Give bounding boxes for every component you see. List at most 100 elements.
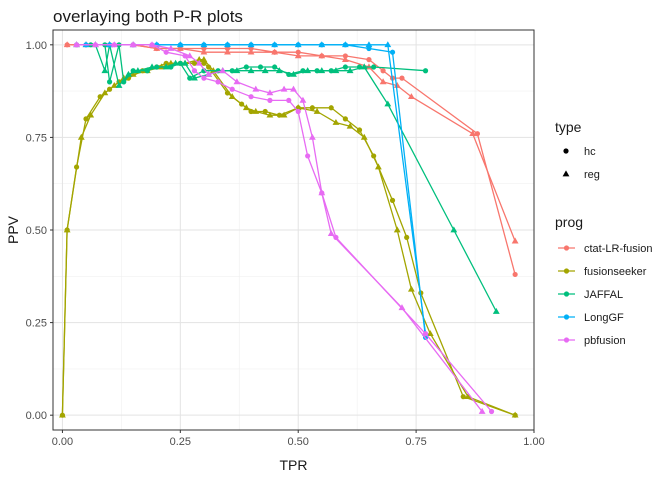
data-point-longgf-hc [389, 49, 396, 55]
y-tick-label: 1.00 [26, 40, 47, 52]
y-tick-label: 0.25 [26, 318, 47, 330]
data-point-ctat-lr-fusion-hc [399, 75, 405, 81]
data-point-pbfusion-hc [305, 153, 311, 159]
data-point-jaffal-reg [162, 63, 170, 70]
data-point-fusionseeker-hc [309, 105, 315, 111]
data-point-pbfusion-reg [195, 59, 203, 66]
legend-label-jaffal: JAFFAL [584, 289, 623, 301]
data-point-ctat-lr-fusion-hc [512, 271, 518, 278]
data-point-jaffal-reg [360, 63, 368, 70]
data-point-jaffal-hc [342, 64, 348, 70]
data-point-fusionseeker-reg [426, 330, 434, 337]
data-point-jaffal-reg [261, 67, 269, 74]
data-point-fusionseeker-reg [242, 104, 250, 111]
data-point-fusionseeker-reg [129, 70, 137, 77]
data-point-ctat-lr-fusion-reg [469, 130, 477, 137]
data-point-jaffal-reg [346, 67, 354, 74]
y-tick-label: 0.75 [26, 132, 47, 144]
data-point-longgf-hc [366, 45, 372, 52]
data-point-pbfusion-hc [201, 75, 207, 81]
data-point-longgf-reg [176, 41, 184, 48]
data-point-fusionseeker-reg [374, 163, 382, 170]
data-point-pbfusion-hc [229, 86, 235, 92]
data-point-ctat-lr-fusion-reg [247, 48, 255, 55]
y-axis-title: PPV [5, 215, 21, 244]
data-point-fusionseeker-reg [87, 111, 95, 118]
data-point-jaffal-hc [106, 79, 113, 85]
data-point-pbfusion-reg [129, 41, 137, 48]
data-point-jaffal-reg [275, 67, 283, 74]
data-point-ctat-lr-fusion-reg [393, 81, 401, 88]
data-point-pbfusion-reg [308, 133, 316, 140]
data-point-pbfusion-hc [488, 408, 495, 415]
legend-label-reg: reg [584, 169, 600, 181]
data-point-jaffal-reg [148, 63, 156, 70]
data-point-jaffal-reg [450, 226, 458, 233]
data-point-ctat-lr-fusion-reg [294, 52, 302, 59]
data-point-longgf-reg [341, 41, 349, 48]
data-point-ctat-lr-fusion-hc [201, 45, 207, 52]
data-point-pbfusion-hc [215, 79, 221, 85]
data-point-pbfusion-reg [92, 41, 99, 48]
data-point-pbfusion-reg [186, 52, 194, 59]
x-tick-label: 0.50 [288, 436, 309, 448]
data-point-jaffal-reg [191, 74, 198, 81]
data-point-fusionseeker-reg [393, 226, 401, 233]
data-point-jaffal-hc [422, 68, 429, 74]
x-tick-label: 0.75 [405, 436, 426, 448]
color-legend: prog ctat-LR-fusion fusionseeker JAFFAL Lon… [555, 214, 652, 347]
data-point-fusionseeker-reg [346, 122, 354, 129]
data-point-jaffal-reg [181, 59, 189, 66]
data-point-jaffal-reg [304, 67, 312, 74]
legend-dot-fusionseeker [563, 268, 570, 274]
data-point-ctat-lr-fusion-reg [200, 48, 208, 55]
data-point-fusionseeker-hc [460, 394, 466, 400]
data-point-fusionseeker-reg [464, 393, 472, 400]
legend-dot-jaffal [563, 291, 570, 297]
data-point-ctat-lr-fusion-reg [224, 48, 231, 55]
series-group [59, 41, 519, 418]
data-point-fusionseeker-reg [407, 285, 415, 292]
data-point-fusionseeker-reg [195, 56, 203, 62]
data-point-pbfusion-hc [248, 94, 254, 100]
x-tick-label: 1.00 [523, 436, 544, 448]
series-pbfusion-reg [73, 41, 486, 414]
data-point-fusionseeker-reg [110, 81, 118, 88]
data-point-pbfusion-reg [280, 85, 288, 92]
axes: 0.00 0.25 0.50 0.75 1.00 0.00 0.25 0.50 0.75 1.00 [26, 29, 545, 448]
data-point-pbfusion-hc [191, 68, 198, 74]
legend-label-hc: hc [584, 146, 596, 158]
shape-legend: type hc reg [555, 119, 600, 181]
data-point-fusionseeker-hc [83, 116, 89, 122]
data-point-pbfusion-reg [148, 41, 156, 48]
data-point-pbfusion-reg [318, 189, 326, 196]
data-point-fusionseeker-reg [266, 111, 274, 118]
data-point-ctat-lr-fusion-reg [318, 52, 326, 59]
data-point-pbfusion-reg [73, 41, 80, 48]
data-point-pbfusion-reg [252, 85, 260, 92]
data-point-fusionseeker-hc [191, 60, 198, 66]
data-point-jaffal-hc [257, 64, 264, 70]
legend-dot-ctat-lr-fusion [563, 245, 570, 251]
data-point-pbfusion-reg [219, 67, 227, 74]
data-point-jaffal-reg [115, 81, 123, 88]
data-point-fusionseeker-hc [356, 127, 363, 133]
data-point-jaffal-reg [290, 70, 297, 77]
data-point-fusionseeker-hc [404, 234, 410, 241]
data-point-longgf-reg [384, 41, 392, 48]
data-point-fusionseeker-reg [280, 111, 288, 118]
data-point-ctat-lr-fusion-hc [295, 49, 301, 55]
legend-label-pbfusion: pbfusion [584, 335, 626, 347]
data-point-pbfusion-hc [286, 97, 292, 103]
data-point-jaffal-reg [384, 100, 392, 107]
x-tick-label: 0.00 [52, 436, 73, 448]
data-point-ctat-lr-fusion-hc [248, 45, 254, 52]
data-point-jaffal-hc [187, 75, 193, 81]
grid-lines [53, 30, 535, 430]
data-point-jaffal-reg [233, 67, 241, 74]
data-point-pbfusion-hc [333, 234, 339, 241]
data-point-fusionseeker-reg [511, 411, 519, 418]
data-point-fusionseeker-reg [313, 107, 321, 114]
chart-title: overlaying both P-R plots [53, 7, 243, 26]
data-point-pbfusion-reg [299, 96, 307, 103]
